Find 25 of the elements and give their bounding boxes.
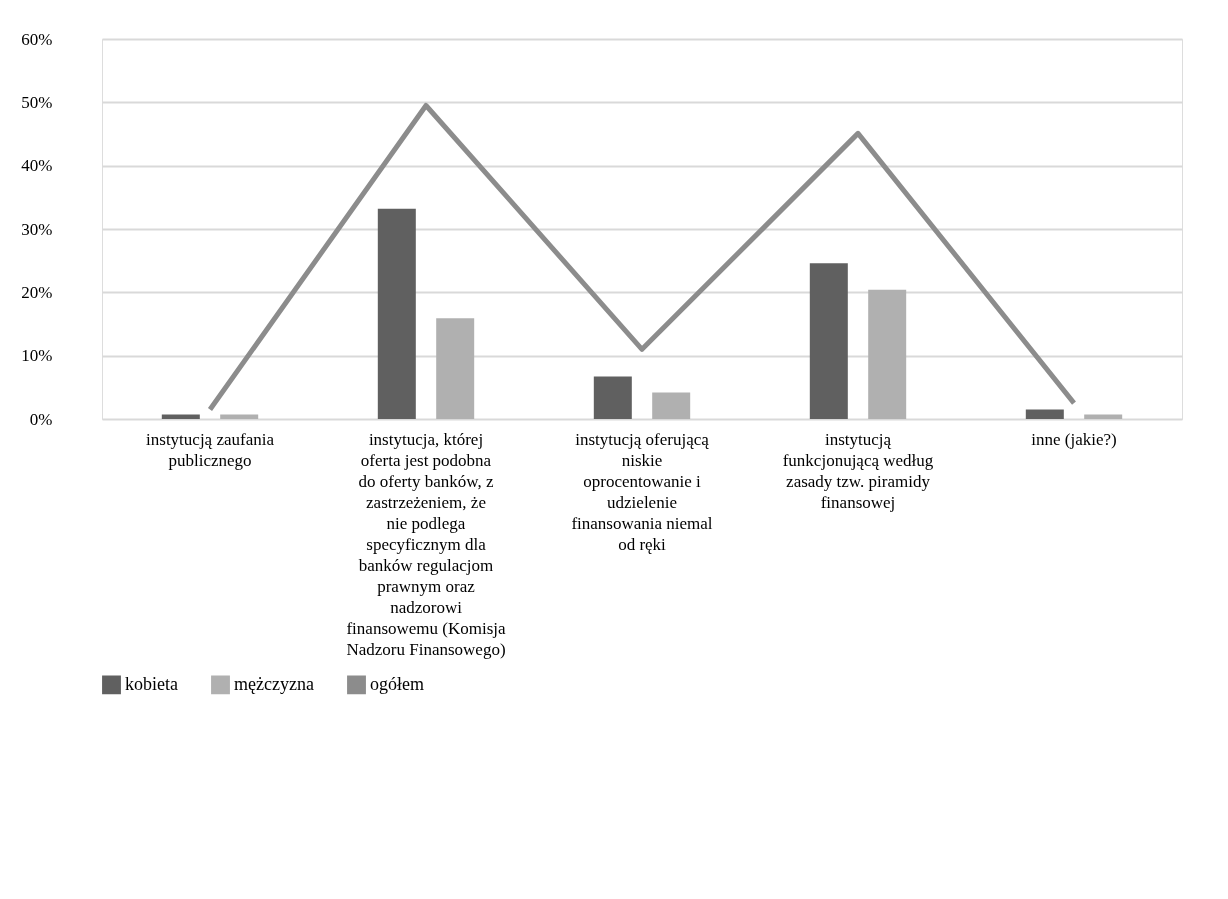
y-tick-label: 40% [21, 156, 53, 176]
y-tick-label: 20% [21, 282, 53, 302]
category-label: instytucja, której oferta jest podobna do oferty banków, z zastrzeżeniem, że nie podlega specyficznym dla banków regulacjom prawnym oraz nadzorowi finansowemu (Komisja Nadzoru Finansowego) [346, 429, 506, 659]
x-tick-label: instytucją zaufania publicznego [146, 429, 275, 470]
y-tick-label: 0% [29, 409, 53, 429]
x-tick-label: instytucją funkcjonującą według zasady tzw. piramidy finansowej [782, 429, 934, 512]
y-tick-label: 30% [21, 219, 53, 239]
y-tick-label: 50% [21, 92, 53, 112]
bar [436, 318, 475, 419]
bar [868, 289, 907, 419]
bar [809, 263, 848, 419]
legend-label: ogółem [370, 673, 424, 694]
legend-label: mężczyzna [234, 673, 314, 694]
bar [593, 376, 632, 419]
x-tick-label: inne (jakie?) [1031, 429, 1117, 449]
legend-label: kobieta [125, 673, 178, 694]
bar [220, 414, 259, 419]
bar [1025, 409, 1064, 419]
x-tick-label: instytucją oferującą niskie oprocentowanie i udzielenie finansowania niemal od ręki [571, 429, 713, 554]
bar [161, 414, 200, 419]
y-tick-label: 10% [21, 346, 53, 366]
bar [652, 392, 691, 419]
y-tick-label: 60% [21, 29, 53, 49]
bar [1084, 414, 1123, 419]
bar [377, 208, 416, 419]
